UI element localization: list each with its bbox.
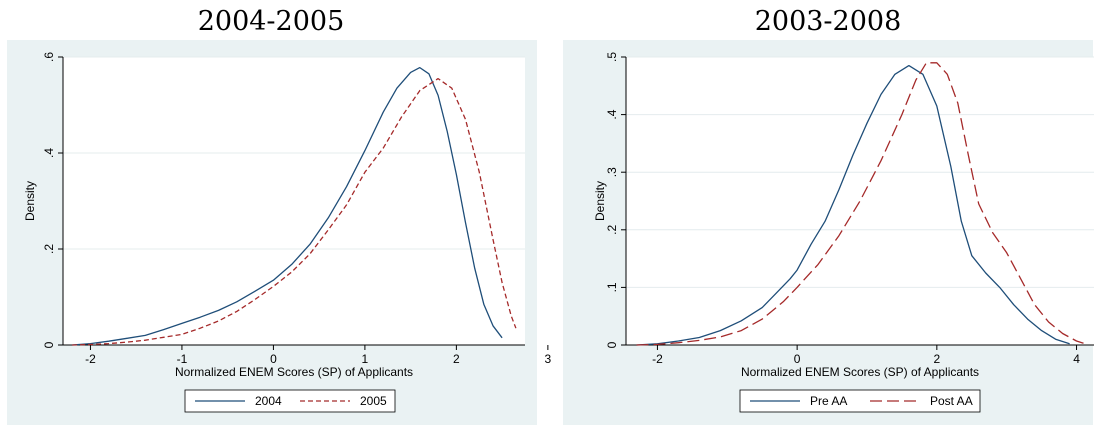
x-axis-label: Normalized ENEM Scores (SP) of Applicant… bbox=[175, 365, 413, 379]
y-tick-label: 0 bbox=[42, 341, 56, 348]
series-line-2004 bbox=[72, 66, 503, 346]
chart-title-right: 2003-2008 bbox=[754, 6, 902, 37]
chart-panel-0: 0 .2 .4 .6 -2 -1 0 1 2 3 Normalized ENEM Scores (S… bbox=[7, 40, 552, 425]
series-line-2005 bbox=[72, 77, 517, 346]
x-tick-label: -1 bbox=[177, 352, 188, 366]
y-tick-label: .5 bbox=[605, 52, 619, 62]
y-tick-label: .1 bbox=[605, 282, 619, 292]
legend: Pre AA Post AA bbox=[739, 389, 981, 413]
y-tick-label: .6 bbox=[42, 52, 56, 62]
y-tick-label: .2 bbox=[42, 244, 56, 254]
y-tick-label: .4 bbox=[42, 148, 56, 158]
y-tick-label: 0 bbox=[605, 341, 619, 348]
y-axis-label: Density bbox=[23, 181, 37, 221]
legend-box bbox=[184, 389, 396, 413]
legend-label: Post AA bbox=[930, 394, 973, 408]
x-axis-label: Normalized ENEM Scores (SP) of Applicant… bbox=[741, 365, 979, 379]
y-axis-label: Density bbox=[593, 181, 607, 221]
plot-area bbox=[626, 57, 1094, 345]
x-tick-label: 3 bbox=[545, 352, 552, 366]
x-tick-label: 0 bbox=[270, 352, 277, 366]
chart-panel-1: 0 .1 .2 .3 .4 .5 -2 0 2 4 Normalized ENEM Scores (… bbox=[563, 40, 1094, 425]
y-tick-label: .2 bbox=[605, 224, 619, 234]
x-tick-label: -2 bbox=[652, 352, 663, 366]
x-tick-label: 2 bbox=[933, 352, 940, 366]
x-tick-label: 4 bbox=[1073, 352, 1080, 366]
legend-box bbox=[739, 389, 981, 413]
legend: 2004 2005 bbox=[184, 389, 396, 413]
legend-label: Pre AA bbox=[810, 394, 847, 408]
plot-area bbox=[63, 57, 525, 345]
series-line-post-aa bbox=[636, 62, 1084, 346]
y-tick-label: .4 bbox=[605, 109, 619, 119]
x-tick-label: -2 bbox=[85, 352, 96, 366]
series-line-pre-aa bbox=[636, 64, 1070, 346]
x-tick-label: 2 bbox=[453, 352, 460, 366]
chart-title-left: 2004-2005 bbox=[197, 6, 345, 37]
x-tick-label: 1 bbox=[362, 352, 369, 366]
y-tick-label: .3 bbox=[605, 167, 619, 177]
legend-label: 2005 bbox=[360, 394, 387, 408]
x-tick-label: 0 bbox=[794, 352, 801, 366]
legend-label: 2004 bbox=[255, 394, 282, 408]
